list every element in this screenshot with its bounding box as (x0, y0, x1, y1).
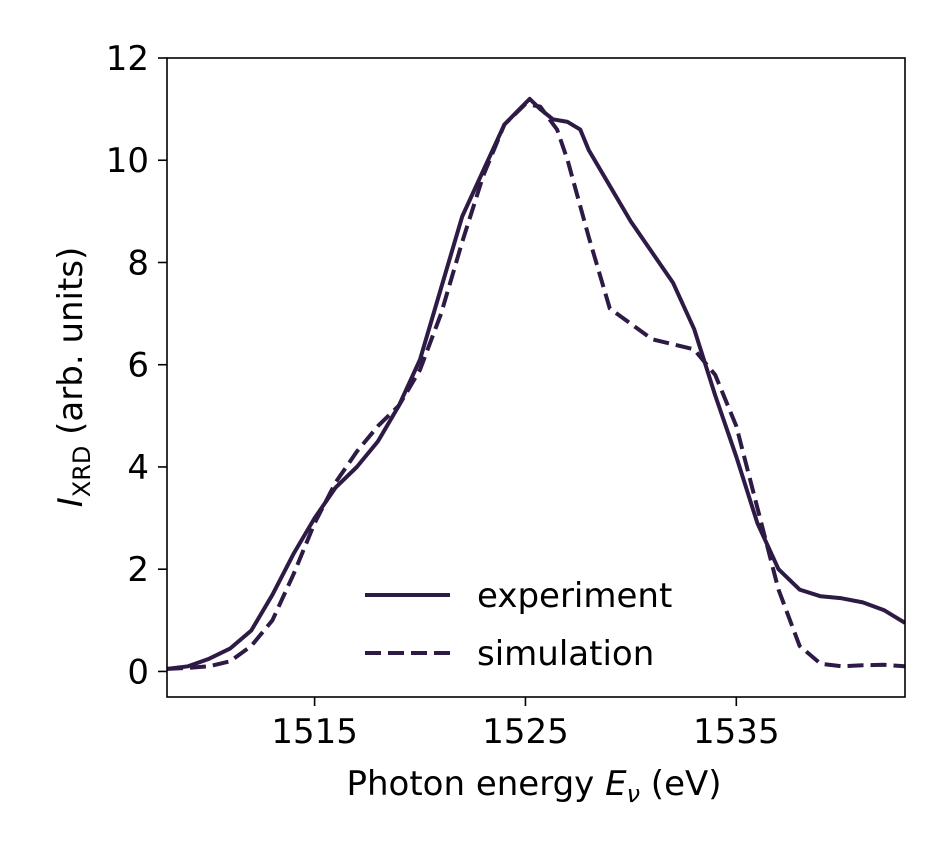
y-axis-ticks: 0 2 4 6 8 10 12 (106, 39, 167, 692)
legend-label-simulation: simulation (477, 634, 654, 674)
y-tick-label: 6 (127, 346, 149, 386)
y-tick-label: 10 (106, 141, 149, 181)
y-tick-label: 12 (106, 39, 149, 79)
x-tick-label: 1535 (693, 712, 780, 752)
y-axis-label: IXRD (arb. units) (51, 247, 96, 508)
x-axis-label: Photon energy Eν (eV) (346, 764, 721, 808)
x-tick-label: 1515 (271, 712, 358, 752)
legend-label-experiment: experiment (477, 576, 672, 616)
legend: experiment simulation (365, 576, 672, 674)
y-tick-label: 8 (127, 243, 149, 283)
y-tick-label: 2 (127, 550, 149, 590)
series-line-simulation (167, 102, 905, 671)
x-tick-label: 1525 (482, 712, 569, 752)
y-tick-label: 0 (127, 652, 149, 692)
series-layer (167, 96, 905, 671)
y-tick-label: 4 (127, 448, 149, 488)
plot-frame (166, 57, 906, 698)
x-axis-ticks: 1515 1525 1535 (271, 697, 780, 752)
